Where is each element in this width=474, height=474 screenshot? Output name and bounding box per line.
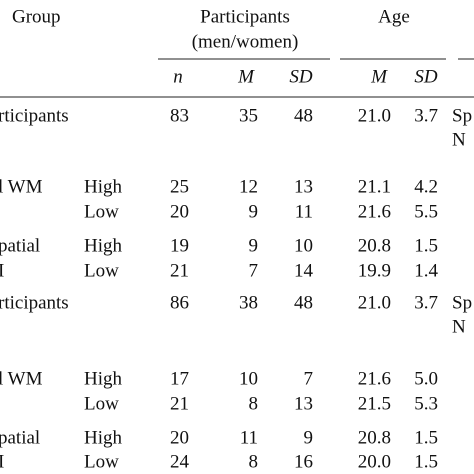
header-participants: Participants bbox=[200, 6, 290, 27]
cell: 19.9 bbox=[358, 260, 391, 281]
cell: 7 bbox=[304, 368, 314, 389]
cell: 3.7 bbox=[414, 105, 438, 126]
cell: 20.8 bbox=[358, 235, 391, 256]
cell: 21.6 bbox=[358, 368, 391, 389]
cell: 12 bbox=[239, 176, 258, 197]
cell: 9 bbox=[249, 235, 259, 256]
cell: 83 bbox=[170, 105, 189, 126]
cell: 8 bbox=[249, 451, 259, 472]
cell: 5.3 bbox=[414, 393, 438, 414]
cell: 19 bbox=[170, 235, 189, 256]
side-label: N bbox=[452, 316, 466, 337]
cell: 1.5 bbox=[414, 451, 438, 472]
side-label: Sp bbox=[452, 105, 472, 126]
cell: 21.0 bbox=[358, 292, 391, 313]
cell: 11 bbox=[240, 427, 258, 448]
cell: 21.0 bbox=[358, 105, 391, 126]
cell: 21.5 bbox=[358, 393, 391, 414]
cell: 48 bbox=[294, 105, 313, 126]
level-label: Low bbox=[84, 260, 119, 281]
column-header: M bbox=[237, 66, 255, 87]
cell: 5.0 bbox=[414, 368, 438, 389]
cell: 16 bbox=[294, 451, 313, 472]
group-label: I bbox=[0, 451, 4, 472]
cell: 14 bbox=[294, 260, 314, 281]
cell: 13 bbox=[294, 176, 313, 197]
cell: 86 bbox=[170, 292, 189, 313]
cell: 38 bbox=[239, 292, 258, 313]
column-header: M bbox=[370, 66, 388, 87]
cell: 7 bbox=[249, 260, 259, 281]
column-header: n bbox=[173, 66, 183, 87]
cell: 4.2 bbox=[414, 176, 438, 197]
cell: 9 bbox=[249, 201, 259, 222]
cell: 20 bbox=[170, 201, 189, 222]
column-header: SD bbox=[289, 66, 313, 87]
group-label: l WM bbox=[0, 176, 43, 197]
level-label: High bbox=[84, 176, 123, 197]
cell: 20.0 bbox=[358, 451, 391, 472]
cell: 21 bbox=[170, 260, 189, 281]
level-label: Low bbox=[84, 393, 119, 414]
cell: 10 bbox=[239, 368, 258, 389]
group-label: I bbox=[0, 260, 4, 281]
cell: 5.5 bbox=[414, 201, 438, 222]
cell: 17 bbox=[170, 368, 189, 389]
cell: 1.5 bbox=[414, 235, 438, 256]
cell: 48 bbox=[294, 292, 313, 313]
cell: 10 bbox=[294, 235, 313, 256]
level-label: Low bbox=[84, 201, 119, 222]
side-label: Sp bbox=[452, 292, 472, 313]
group-label: rticipants bbox=[0, 292, 69, 313]
cell: 13 bbox=[294, 393, 313, 414]
cell: 20 bbox=[170, 427, 189, 448]
group-label: patial bbox=[0, 235, 40, 256]
cell: 3.7 bbox=[414, 292, 438, 313]
level-label: High bbox=[84, 235, 123, 256]
level-label: Low bbox=[84, 451, 119, 472]
cell: 25 bbox=[170, 176, 189, 197]
column-header: SD bbox=[414, 66, 438, 87]
level-label: High bbox=[84, 368, 123, 389]
side-label: N bbox=[452, 129, 466, 150]
cell: 1.4 bbox=[414, 260, 438, 281]
cell: 21.6 bbox=[358, 201, 391, 222]
header-participants-sub: (men/women) bbox=[192, 31, 299, 52]
cell: 1.5 bbox=[414, 427, 438, 448]
cell: 9 bbox=[304, 427, 314, 448]
cell: 21.1 bbox=[358, 176, 391, 197]
cell: 8 bbox=[249, 393, 259, 414]
cell: 35 bbox=[239, 105, 258, 126]
level-label: High bbox=[84, 427, 123, 448]
group-label: patial bbox=[0, 427, 40, 448]
cell: 11 bbox=[295, 201, 313, 222]
group-label: l WM bbox=[0, 368, 43, 389]
cell: 24 bbox=[170, 451, 190, 472]
header-age: Age bbox=[378, 6, 410, 27]
group-label: rticipants bbox=[0, 105, 69, 126]
cell: 20.8 bbox=[358, 427, 391, 448]
cell: 21 bbox=[170, 393, 189, 414]
header-group: Group bbox=[12, 6, 61, 27]
